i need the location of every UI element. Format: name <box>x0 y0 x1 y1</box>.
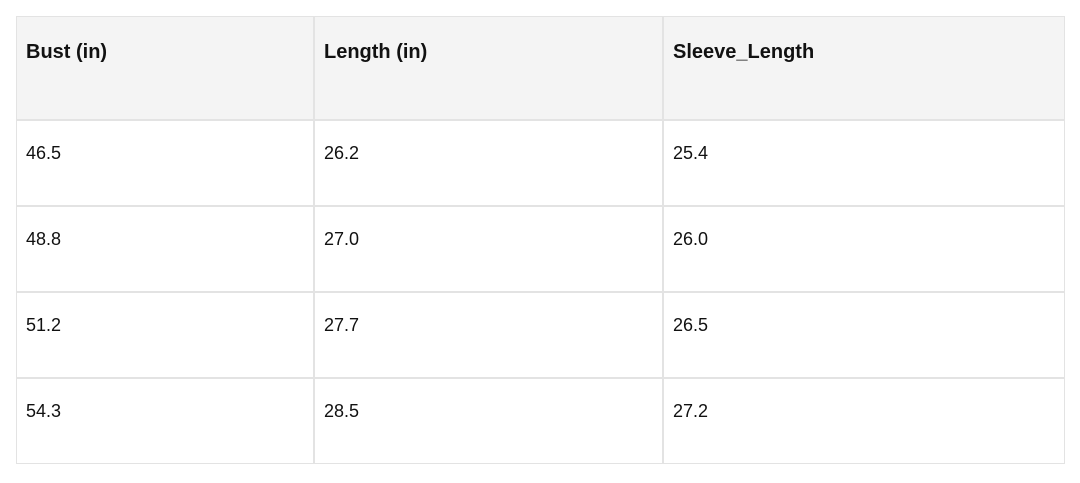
cell-sleeve-length: 26.0 <box>663 206 1065 292</box>
cell-bust: 54.3 <box>16 378 314 464</box>
cell-length: 27.0 <box>314 206 663 292</box>
cell-sleeve-length: 27.2 <box>663 378 1065 464</box>
cell-length: 28.5 <box>314 378 663 464</box>
table-row: 54.3 28.5 27.2 <box>16 378 1065 464</box>
header-length: Length (in) <box>314 16 663 120</box>
cell-bust: 46.5 <box>16 120 314 206</box>
header-row: Bust (in) Length (in) Sleeve_Length <box>16 16 1065 120</box>
cell-bust: 51.2 <box>16 292 314 378</box>
header-bust: Bust (in) <box>16 16 314 120</box>
cell-length: 26.2 <box>314 120 663 206</box>
table-row: 51.2 27.7 26.5 <box>16 292 1065 378</box>
table-row: 48.8 27.0 26.0 <box>16 206 1065 292</box>
measurements-table: Bust (in) Length (in) Sleeve_Length 46.5… <box>16 16 1065 464</box>
table-row: 46.5 26.2 25.4 <box>16 120 1065 206</box>
cell-bust: 48.8 <box>16 206 314 292</box>
header-sleeve-length: Sleeve_Length <box>663 16 1065 120</box>
cell-length: 27.7 <box>314 292 663 378</box>
cell-sleeve-length: 25.4 <box>663 120 1065 206</box>
cell-sleeve-length: 26.5 <box>663 292 1065 378</box>
